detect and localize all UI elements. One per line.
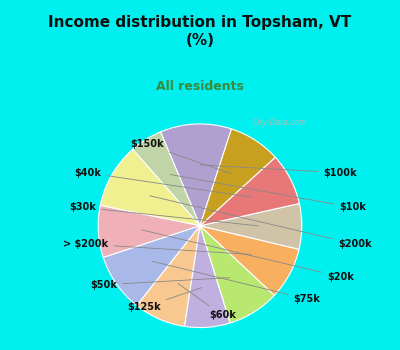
Text: $100k: $100k	[200, 165, 357, 178]
Wedge shape	[100, 149, 200, 226]
Wedge shape	[184, 226, 230, 328]
Wedge shape	[200, 203, 302, 249]
Text: Income distribution in Topsham, VT
(%): Income distribution in Topsham, VT (%)	[48, 15, 352, 48]
Text: City-Data.com: City-Data.com	[253, 118, 307, 127]
Text: $40k: $40k	[74, 168, 252, 197]
Wedge shape	[133, 132, 200, 226]
Wedge shape	[200, 157, 299, 226]
Wedge shape	[98, 205, 200, 258]
Text: $20k: $20k	[142, 230, 354, 282]
Text: > $200k: > $200k	[64, 239, 251, 254]
Text: $10k: $10k	[170, 175, 366, 212]
Wedge shape	[200, 226, 274, 323]
Text: $30k: $30k	[70, 202, 258, 226]
Wedge shape	[200, 129, 275, 226]
Text: $125k: $125k	[127, 288, 202, 312]
Text: $60k: $60k	[178, 284, 236, 320]
Text: $200k: $200k	[150, 196, 372, 249]
Text: $150k: $150k	[130, 139, 230, 174]
Wedge shape	[160, 124, 232, 226]
Text: $75k: $75k	[152, 261, 320, 304]
Wedge shape	[200, 226, 299, 295]
Text: All residents: All residents	[156, 79, 244, 93]
Wedge shape	[103, 226, 200, 306]
Wedge shape	[137, 226, 200, 327]
Text: $50k: $50k	[90, 278, 230, 290]
